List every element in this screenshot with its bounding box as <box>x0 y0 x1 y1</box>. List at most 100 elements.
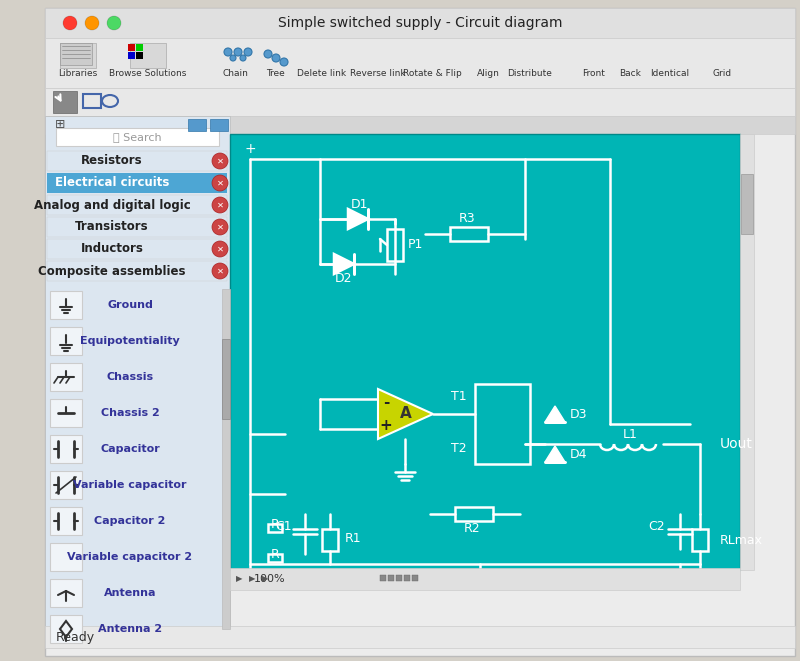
Bar <box>322 529 338 551</box>
Bar <box>45 38 795 88</box>
Bar <box>47 151 227 171</box>
Text: ✕: ✕ <box>217 157 223 165</box>
Circle shape <box>234 48 242 56</box>
Text: Browse Solutions: Browse Solutions <box>110 69 186 79</box>
Bar <box>740 134 754 570</box>
Bar <box>45 88 795 116</box>
Bar <box>47 173 227 193</box>
Text: ▶: ▶ <box>262 574 268 584</box>
Bar <box>692 529 708 551</box>
Bar <box>387 229 403 261</box>
Bar <box>47 195 227 215</box>
Circle shape <box>212 175 228 191</box>
Bar <box>210 119 228 131</box>
Text: Uout: Uout <box>720 437 753 451</box>
Bar <box>50 327 82 355</box>
Polygon shape <box>545 446 565 462</box>
Circle shape <box>230 55 236 61</box>
Text: P1: P1 <box>408 239 423 251</box>
Bar <box>136 44 143 51</box>
Bar <box>222 339 230 419</box>
Bar <box>50 543 82 571</box>
Text: Equipotentiality: Equipotentiality <box>80 336 180 346</box>
Text: ▶: ▶ <box>249 574 255 584</box>
Text: ✕: ✕ <box>217 178 223 188</box>
Bar <box>47 217 227 237</box>
Text: Simple switched supply - Circuit diagram: Simple switched supply - Circuit diagram <box>278 16 562 30</box>
Text: Chassis: Chassis <box>106 372 154 382</box>
Text: Antenna 2: Antenna 2 <box>98 624 162 634</box>
Bar <box>230 134 740 570</box>
Bar <box>475 384 530 464</box>
Circle shape <box>85 16 99 30</box>
Text: D3: D3 <box>570 407 587 420</box>
Text: Align: Align <box>477 69 499 79</box>
Text: C1: C1 <box>275 520 292 533</box>
Bar <box>136 52 143 59</box>
Circle shape <box>212 219 228 235</box>
Bar <box>50 471 82 499</box>
Circle shape <box>264 50 272 58</box>
Text: ✕: ✕ <box>217 245 223 254</box>
Bar <box>50 399 82 427</box>
Polygon shape <box>378 389 433 439</box>
Text: Reverse link: Reverse link <box>350 69 406 79</box>
Text: Variable capacitor: Variable capacitor <box>74 480 186 490</box>
Text: L1: L1 <box>622 428 638 440</box>
Bar <box>741 174 753 234</box>
Text: Tree: Tree <box>266 69 284 79</box>
Text: ✕: ✕ <box>217 223 223 231</box>
Text: Antenna: Antenna <box>104 588 156 598</box>
Text: Resistors: Resistors <box>81 155 143 167</box>
Circle shape <box>212 241 228 257</box>
Text: R: R <box>270 547 279 561</box>
Text: ▶: ▶ <box>236 574 242 584</box>
Text: Capacitor 2: Capacitor 2 <box>94 516 166 526</box>
Text: T1: T1 <box>451 389 467 403</box>
Bar <box>455 507 493 521</box>
Polygon shape <box>334 254 354 274</box>
Text: ✕: ✕ <box>217 200 223 210</box>
Text: R2: R2 <box>464 522 480 535</box>
Text: Variable capacitor 2: Variable capacitor 2 <box>67 552 193 562</box>
Bar <box>83 94 101 108</box>
Bar <box>50 615 82 643</box>
Bar <box>50 363 82 391</box>
Polygon shape <box>545 406 565 422</box>
Polygon shape <box>348 209 368 229</box>
Text: R3: R3 <box>458 212 475 225</box>
Bar <box>128 44 135 51</box>
Bar <box>222 289 230 629</box>
Bar <box>396 575 402 581</box>
Text: Analog and digital logic: Analog and digital logic <box>34 198 190 212</box>
Bar <box>60 43 96 68</box>
Bar <box>268 524 282 532</box>
Text: Identical: Identical <box>650 69 690 79</box>
Text: Back: Back <box>619 69 641 79</box>
Circle shape <box>280 58 288 66</box>
Text: D4: D4 <box>570 447 587 461</box>
Text: T2: T2 <box>451 442 467 455</box>
Text: C2: C2 <box>648 520 665 533</box>
Text: Chain: Chain <box>222 69 248 79</box>
Bar <box>50 435 82 463</box>
Text: Chassis 2: Chassis 2 <box>101 408 159 418</box>
Text: Capacitor: Capacitor <box>100 444 160 454</box>
Bar <box>50 291 82 319</box>
Circle shape <box>212 153 228 169</box>
Text: Rotate & Flip: Rotate & Flip <box>402 69 462 79</box>
Text: -: - <box>383 395 389 410</box>
Text: ⊞: ⊞ <box>54 118 66 132</box>
Circle shape <box>107 16 121 30</box>
Circle shape <box>272 54 280 62</box>
Text: R: R <box>270 518 279 531</box>
Text: Delete link: Delete link <box>298 69 346 79</box>
Text: Front: Front <box>582 69 606 79</box>
Bar <box>412 575 418 581</box>
Bar <box>60 43 92 65</box>
Text: 🔍 Search: 🔍 Search <box>113 132 162 142</box>
Bar <box>56 128 219 146</box>
Text: ✕: ✕ <box>217 266 223 276</box>
Text: Distribute: Distribute <box>507 69 553 79</box>
Circle shape <box>212 197 228 213</box>
